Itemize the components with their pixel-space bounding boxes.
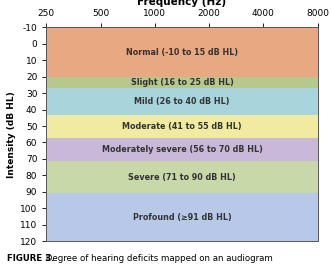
Text: Profound (≥91 dB HL): Profound (≥91 dB HL): [133, 213, 231, 222]
Bar: [46, 115, 318, 138]
Text: Severe (71 to 90 dB HL): Severe (71 to 90 dB HL): [128, 173, 236, 181]
Bar: [46, 138, 318, 161]
Bar: [46, 77, 318, 88]
Text: Mild (26 to 40 dB HL): Mild (26 to 40 dB HL): [134, 97, 230, 106]
Text: Degree of hearing deficits mapped on an audiogram: Degree of hearing deficits mapped on an …: [43, 254, 273, 263]
Bar: [46, 161, 318, 193]
X-axis label: Frequency (Hz): Frequency (Hz): [137, 0, 227, 7]
Y-axis label: Intensity (dB HL): Intensity (dB HL): [7, 91, 16, 178]
Text: Moderate (41 to 55 dB HL): Moderate (41 to 55 dB HL): [122, 122, 242, 130]
Text: Slight (16 to 25 dB HL): Slight (16 to 25 dB HL): [131, 78, 233, 87]
Bar: [46, 27, 318, 77]
Text: Normal (-10 to 15 dB HL): Normal (-10 to 15 dB HL): [126, 48, 238, 56]
Text: FIGURE 3.: FIGURE 3.: [7, 254, 54, 263]
Bar: [46, 193, 318, 241]
Bar: [46, 88, 318, 115]
Text: Moderately severe (56 to 70 dB HL): Moderately severe (56 to 70 dB HL): [102, 145, 262, 153]
